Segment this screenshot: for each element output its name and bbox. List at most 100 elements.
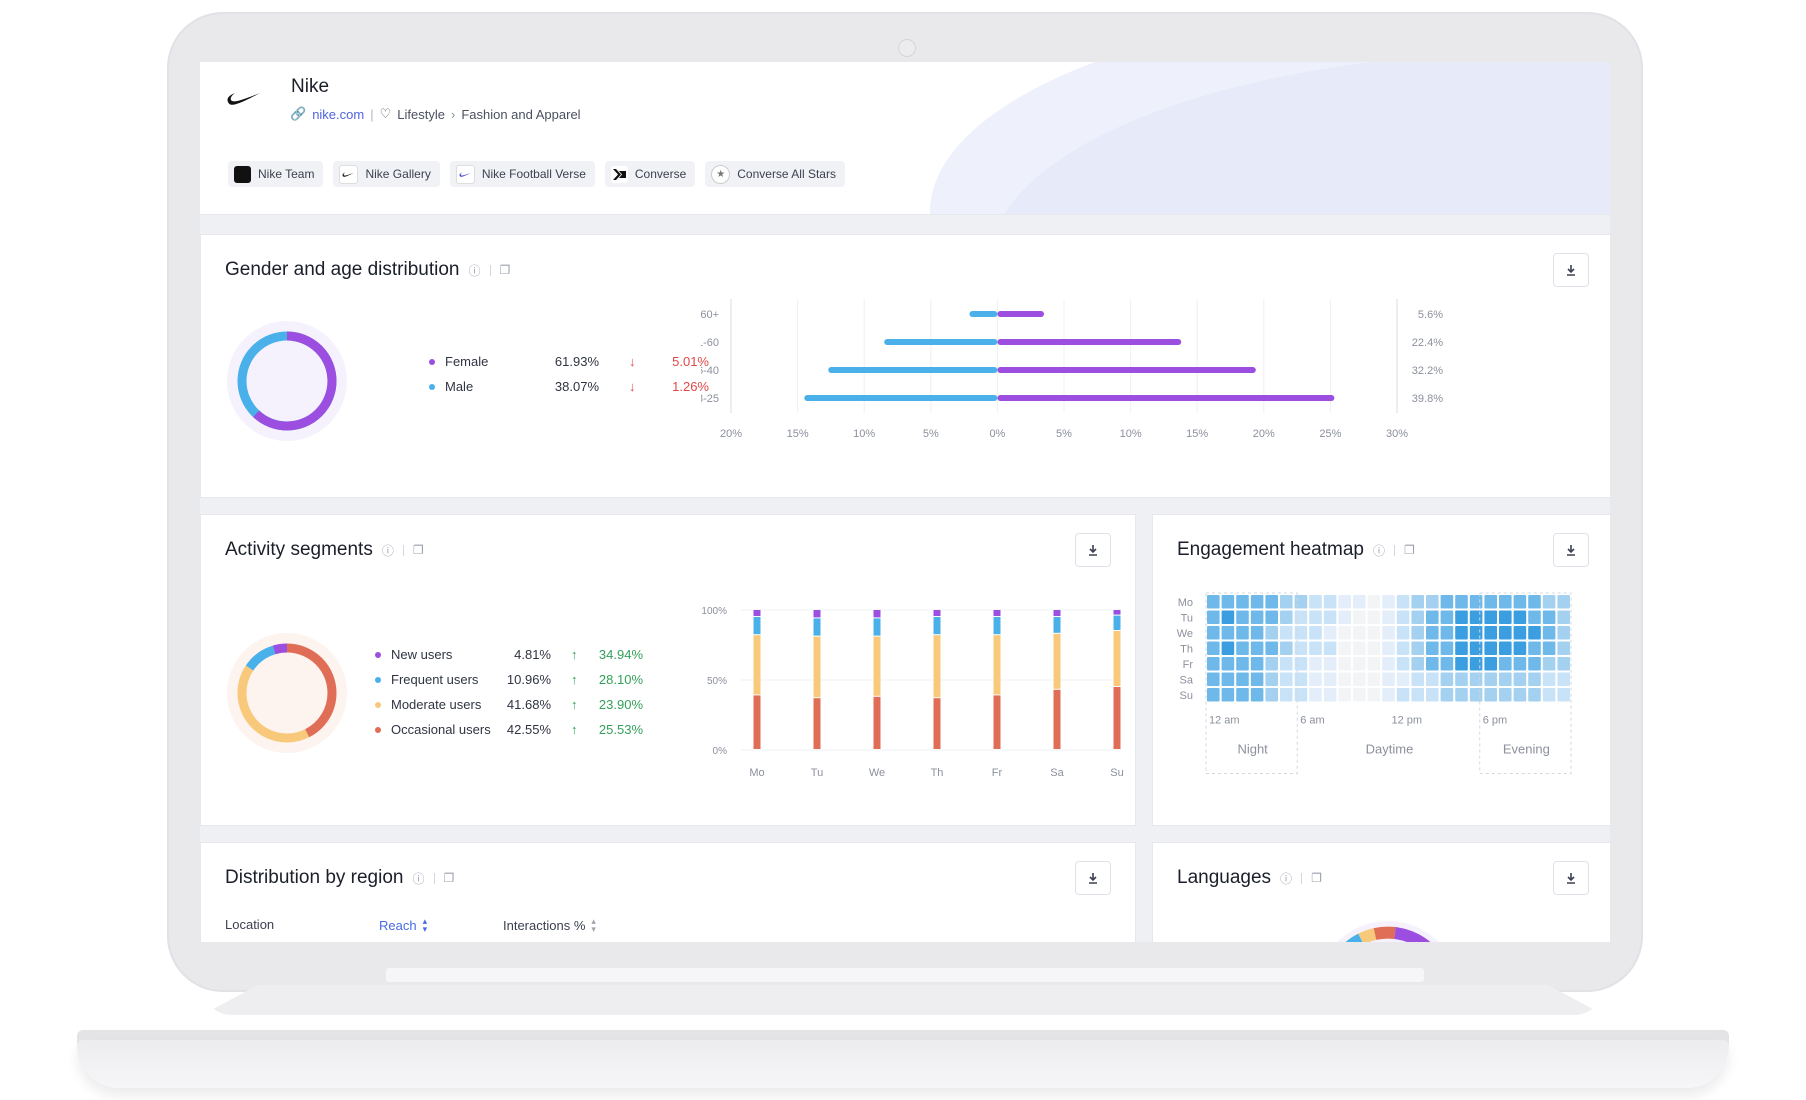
heatmap-cell [1557,672,1570,686]
activity-card: Activity segments ⓘ ❐ New users 4.81% ↑ 34.… [200,514,1136,826]
legend-label: New users [391,647,453,662]
heatmap-cell [1338,626,1351,640]
website-link[interactable]: nike.com [312,106,365,122]
copy-icon[interactable]: ❐ [1311,871,1322,885]
info-icon[interactable]: ⓘ [381,543,394,558]
heatmap-cell [1250,595,1264,609]
heatmap-cell [1455,688,1468,702]
all-star-badge-icon: ★ [711,164,731,184]
heatmap-cell [1513,657,1527,671]
brand-header: Nike 🔗 nike.com | ♡ Lifestyle › Fashion … [200,62,1610,215]
divider [402,544,404,556]
heatmap-cell [1455,641,1468,655]
arrow-up-icon: ↑ [571,722,578,737]
card-title-text: Activity segments [225,539,373,560]
heatmap-cell [1338,688,1351,702]
info-icon[interactable]: ⓘ [412,871,425,886]
heatmap-cell [1323,595,1337,609]
heatmap-cell [1323,672,1337,686]
heatmap-cell [1353,626,1366,640]
heatmap-cell [1484,688,1497,702]
heatmap-cell [1499,626,1512,640]
heatmap-cell [1309,595,1322,609]
info-icon[interactable]: ⓘ [468,263,481,278]
heatmap-cell [1542,672,1556,686]
download-button[interactable] [1553,253,1589,287]
legend-male: Male 38.07% ↓ 1.26% [429,379,721,394]
legend-dot [375,726,381,733]
bar-segment [1053,689,1061,749]
heatmap-cell [1513,688,1527,702]
column-header-location[interactable]: Location [225,917,275,932]
bar-male [804,395,998,401]
heatmap-cell [1338,672,1351,686]
heatmap-cell [1280,641,1293,655]
heatmap-cell [1499,641,1512,655]
heatmap-cell [1528,626,1541,640]
time-tick-label: 12 pm [1392,715,1423,727]
download-button[interactable] [1075,533,1111,567]
heatmap-cell [1207,672,1220,686]
y-tick-label: 18-25 [701,393,719,405]
legend-dot [429,358,435,365]
info-icon[interactable]: ⓘ [1280,871,1293,886]
heatmap-cell [1382,610,1395,624]
heatmap-cell [1236,672,1249,686]
legend-label: Frequent users [391,672,479,687]
category-link[interactable]: Lifestyle [397,106,445,122]
copy-icon[interactable]: ❐ [499,263,511,277]
heatmap-cell [1221,610,1235,624]
account-chip[interactable]: Nike Football Verse [449,161,595,187]
download-button[interactable] [1553,861,1589,895]
heatmap-cell [1499,672,1512,686]
heatmap-cell [1236,641,1249,655]
column-header-interactions[interactable]: Interactions % ▴ ▾ [503,917,596,934]
card-title-text: Distribution by region [225,867,404,888]
heatmap-cell [1396,595,1410,609]
subcategory-link[interactable]: Fashion and Apparel [461,106,581,122]
languages-card: Languages ⓘ ❐ [1152,842,1610,942]
heatmap-cell [1426,626,1439,640]
legend-row: Occasional users 42.55% ↑ 25.53% [375,722,645,737]
heatmap-cell [1426,610,1439,624]
bar-segment [753,695,761,749]
heatmap-cell [1309,672,1322,686]
heatmap-cell [1353,688,1366,702]
column-header-reach[interactable]: Reach ▴ ▾ [379,916,428,934]
download-button[interactable] [1075,861,1111,895]
info-icon[interactable]: ⓘ [1372,543,1385,558]
x-tick-label: 25% [1319,428,1341,440]
heatmap-cell [1484,626,1497,640]
heatmap-cell [1528,657,1541,671]
heatmap-cell [1513,672,1527,686]
heatmap-cell [1426,657,1439,671]
row-total-label: 39.8% [1412,393,1443,405]
account-chip[interactable]: Converse [604,161,696,187]
heatmap-cell [1309,626,1322,640]
x-tick-label: 10% [853,428,875,440]
copy-icon[interactable]: ❐ [412,543,424,557]
heatmap-cell [1353,657,1366,671]
heatmap-cell [1396,672,1410,686]
bar-segment [813,610,821,618]
bar-segment [1113,687,1121,749]
account-chip[interactable]: ★ Converse All Stars [705,161,845,187]
heatmap-cell [1221,672,1235,686]
account-chip[interactable]: Nike Team [228,161,324,187]
heatmap-cell [1294,657,1308,671]
copy-icon[interactable]: ❐ [443,871,455,885]
legend-value: 10.96% [506,672,551,687]
copy-icon[interactable]: ❐ [1403,543,1415,557]
download-icon [1567,873,1575,884]
heatmap-cell [1309,610,1322,624]
legend-value: 41.68% [506,697,551,712]
sort-icon: ▴ ▾ [422,916,428,934]
x-tick-label: 15% [1186,428,1208,440]
legend-value: 61.93% [554,354,599,369]
x-tick-label: Fr [992,767,1003,779]
download-button[interactable] [1553,533,1589,567]
region-card: Distribution by region ⓘ ❐ Location Reac… [200,842,1136,942]
day-label: Th [1180,644,1193,656]
account-chip[interactable]: Nike Gallery [333,161,440,187]
card-title: Languages ⓘ ❐ [1177,867,1322,889]
